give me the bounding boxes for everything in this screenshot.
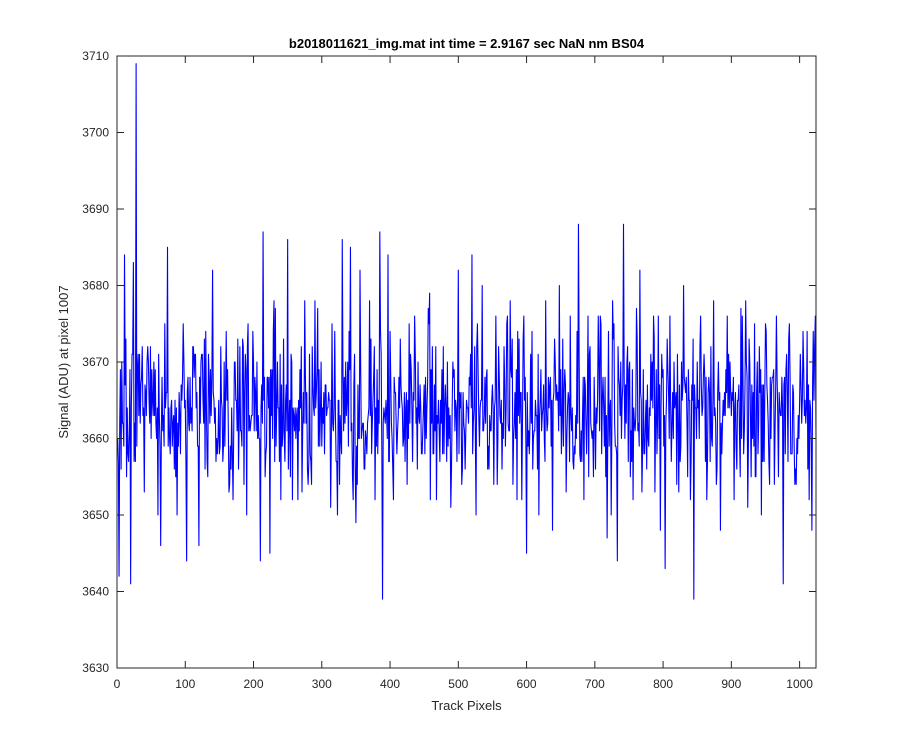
y-tick-label: 3650 bbox=[82, 508, 109, 522]
x-tick-label: 600 bbox=[517, 677, 537, 691]
x-tick-label: 400 bbox=[380, 677, 400, 691]
signal-series-line bbox=[117, 63, 817, 600]
x-tick-label: 1000 bbox=[786, 677, 813, 691]
tick-layer: 0 100 200 300 400 500 600 700 800 900 1000 3630 3640… bbox=[82, 49, 816, 691]
x-axis-label: Track Pixels bbox=[431, 698, 502, 713]
chart-title: b2018011621_img.mat int time = 2.9167 se… bbox=[289, 36, 645, 51]
y-axis-label: Signal (ADU) at pixel 1007 bbox=[56, 285, 71, 438]
y-tick-label: 3660 bbox=[82, 432, 109, 446]
y-tick-label: 3630 bbox=[82, 661, 109, 675]
x-tick-label: 300 bbox=[312, 677, 332, 691]
y-tick-label: 3690 bbox=[82, 202, 109, 216]
y-tick-label: 3670 bbox=[82, 355, 109, 369]
x-tick-label: 200 bbox=[244, 677, 264, 691]
x-tick-label: 500 bbox=[448, 677, 468, 691]
y-tick-label: 3710 bbox=[82, 49, 109, 63]
series-layer bbox=[117, 63, 817, 600]
x-tick-label: 0 bbox=[114, 677, 121, 691]
axes-box bbox=[116, 55, 817, 669]
y-tick-label: 3680 bbox=[82, 279, 109, 293]
x-tick-label: 700 bbox=[585, 677, 605, 691]
x-tick-label: 900 bbox=[721, 677, 741, 691]
y-tick-label: 3640 bbox=[82, 585, 109, 599]
y-tick-label: 3700 bbox=[82, 126, 109, 140]
x-tick-label: 100 bbox=[175, 677, 195, 691]
x-tick-label: 800 bbox=[653, 677, 673, 691]
